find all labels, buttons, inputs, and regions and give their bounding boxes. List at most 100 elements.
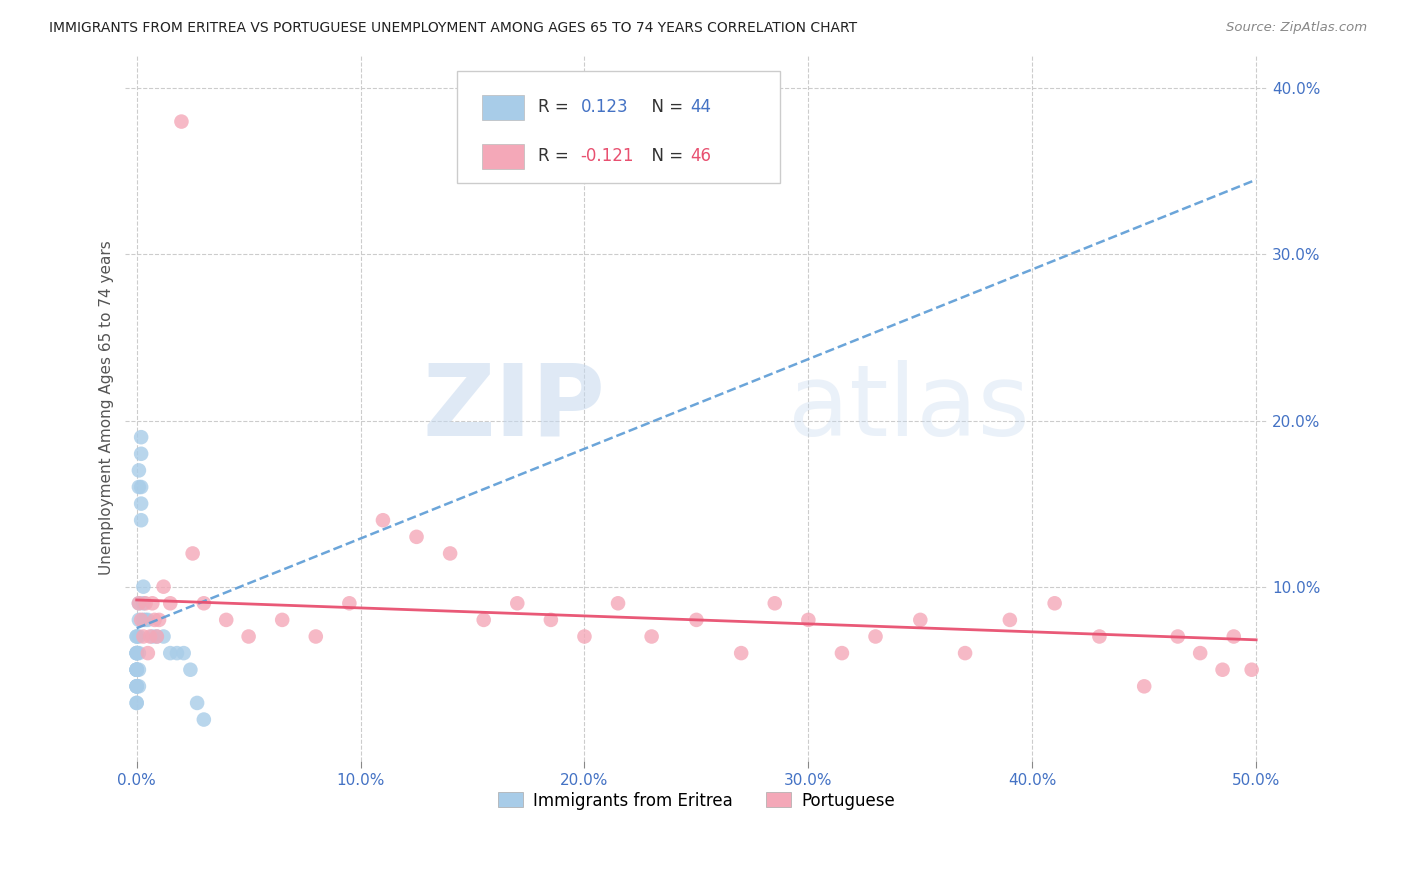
Legend: Immigrants from Eritrea, Portuguese: Immigrants from Eritrea, Portuguese — [491, 785, 901, 816]
Text: 46: 46 — [690, 147, 711, 165]
Point — [181, 546, 204, 560]
Point — [472, 613, 495, 627]
Point — [574, 630, 596, 644]
Point — [271, 613, 294, 627]
Point — [159, 646, 181, 660]
Point — [125, 630, 148, 644]
Point — [129, 513, 152, 527]
Text: R =: R = — [538, 98, 575, 116]
Point — [146, 630, 169, 644]
Point — [506, 596, 529, 610]
Text: 44: 44 — [690, 98, 711, 116]
Point — [128, 596, 150, 610]
Point — [1189, 646, 1212, 660]
Point — [128, 679, 150, 693]
Point — [125, 646, 148, 660]
Point — [139, 630, 162, 644]
Point — [128, 463, 150, 477]
Point — [337, 596, 360, 610]
Text: 0.123: 0.123 — [581, 98, 628, 116]
Point — [152, 580, 174, 594]
Point — [125, 646, 148, 660]
Point — [1133, 679, 1156, 693]
Point — [146, 630, 169, 644]
Point — [1212, 663, 1234, 677]
Point — [193, 596, 215, 610]
Point — [763, 596, 786, 610]
Point — [998, 613, 1021, 627]
Point — [132, 596, 155, 610]
Text: IMMIGRANTS FROM ERITREA VS PORTUGUESE UNEMPLOYMENT AMONG AGES 65 TO 74 YEARS COR: IMMIGRANTS FROM ERITREA VS PORTUGUESE UN… — [49, 21, 858, 35]
Point — [125, 696, 148, 710]
Point — [125, 663, 148, 677]
Point — [125, 679, 148, 693]
Point — [125, 663, 148, 677]
Point — [1222, 630, 1244, 644]
Point — [141, 630, 163, 644]
Point — [125, 646, 148, 660]
Point — [128, 613, 150, 627]
Point — [128, 630, 150, 644]
Point — [128, 663, 150, 677]
Point — [129, 447, 152, 461]
Point — [125, 663, 148, 677]
Point — [193, 713, 215, 727]
Point — [1167, 630, 1189, 644]
Point — [953, 646, 976, 660]
Text: N =: N = — [641, 147, 689, 165]
Point — [186, 696, 208, 710]
Point — [129, 480, 152, 494]
Text: -0.121: -0.121 — [581, 147, 634, 165]
Point — [730, 646, 752, 660]
Point — [152, 630, 174, 644]
Point — [125, 696, 148, 710]
Point — [125, 663, 148, 677]
Point — [238, 630, 260, 644]
Point — [132, 580, 155, 594]
Point — [128, 480, 150, 494]
Point — [125, 663, 148, 677]
Point — [125, 679, 148, 693]
Text: N =: N = — [641, 98, 689, 116]
Point — [141, 596, 163, 610]
Y-axis label: Unemployment Among Ages 65 to 74 years: Unemployment Among Ages 65 to 74 years — [100, 241, 114, 575]
Point — [405, 530, 427, 544]
Point — [540, 613, 562, 627]
Point — [173, 646, 195, 660]
Point — [125, 679, 148, 693]
Point — [439, 546, 461, 560]
Point — [1088, 630, 1111, 644]
Point — [129, 430, 152, 444]
Point — [128, 646, 150, 660]
Text: ZIP: ZIP — [422, 359, 605, 457]
Point — [132, 630, 155, 644]
Point — [865, 630, 887, 644]
Point — [125, 646, 148, 660]
Point — [797, 613, 820, 627]
Text: R =: R = — [538, 147, 575, 165]
Text: atlas: atlas — [787, 359, 1029, 457]
Point — [135, 596, 157, 610]
Text: Source: ZipAtlas.com: Source: ZipAtlas.com — [1226, 21, 1367, 34]
Point — [125, 630, 148, 644]
Point — [170, 114, 193, 128]
Point — [166, 646, 188, 660]
Point — [129, 497, 152, 511]
Point — [159, 596, 181, 610]
Point — [215, 613, 238, 627]
Point — [128, 596, 150, 610]
Point — [136, 646, 159, 660]
Point — [129, 613, 152, 627]
Point — [179, 663, 201, 677]
Point — [640, 630, 662, 644]
Point — [135, 613, 157, 627]
Point — [1240, 663, 1263, 677]
Point — [1043, 596, 1066, 610]
Point — [143, 613, 166, 627]
Point — [371, 513, 394, 527]
Point — [132, 613, 155, 627]
Point — [136, 613, 159, 627]
Point — [305, 630, 328, 644]
Point — [148, 613, 170, 627]
Point — [685, 613, 707, 627]
